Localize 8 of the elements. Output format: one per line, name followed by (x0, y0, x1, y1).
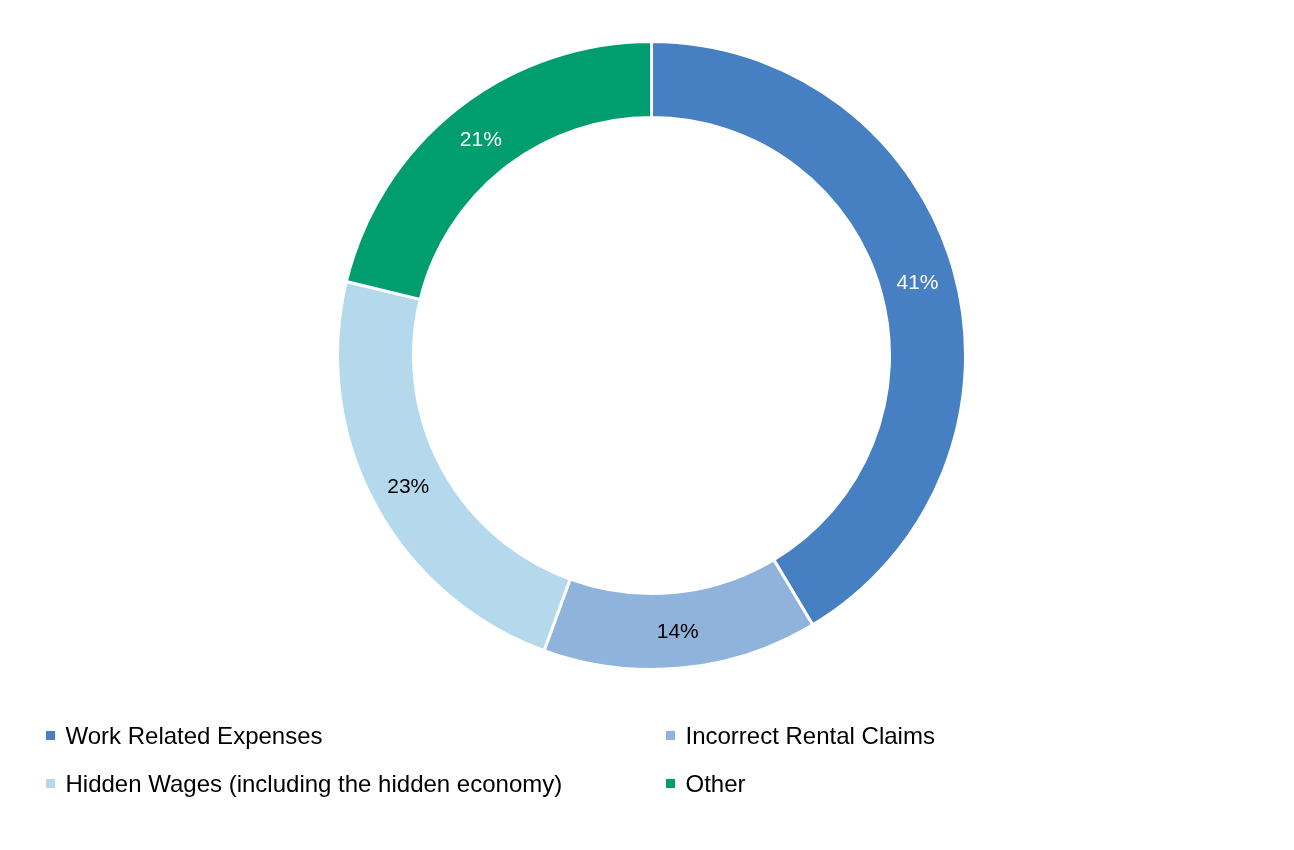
data-label: 41% (896, 270, 939, 294)
legend-label: Other (685, 770, 746, 797)
legend-label: Hidden Wages (including the hidden economy) (65, 770, 563, 797)
data-label: 23% (387, 474, 430, 498)
legend-label: Work Related Expenses (65, 722, 323, 749)
legend-label: Incorrect Rental Claims (685, 722, 935, 749)
data-label: 21% (459, 127, 502, 151)
data-label: 14% (656, 618, 699, 642)
